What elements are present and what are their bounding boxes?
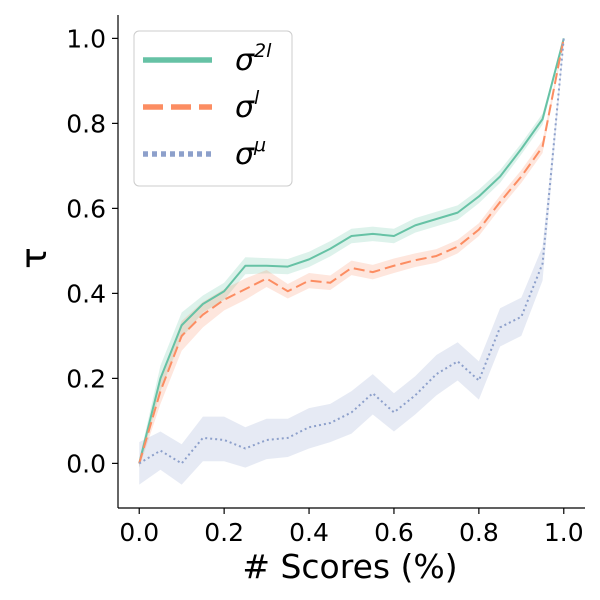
y-tick-label: 0.2 bbox=[66, 364, 106, 393]
y-tick-label: 0.0 bbox=[66, 449, 106, 478]
confidence-bands bbox=[139, 38, 564, 485]
confidence-band bbox=[139, 38, 564, 485]
y-tick-label: 0.8 bbox=[66, 109, 106, 138]
axes bbox=[117, 15, 585, 509]
x-tick-label: 0.2 bbox=[204, 518, 244, 547]
series-lines bbox=[138, 38, 565, 465]
legend-label: σμ bbox=[235, 134, 266, 172]
y-tick-label: 1.0 bbox=[66, 24, 106, 53]
y-tick-label: 0.6 bbox=[66, 194, 106, 223]
x-tick-label: 1.0 bbox=[544, 518, 584, 547]
y-tick-label: 0.4 bbox=[66, 279, 106, 308]
x-axis-ticks: 0.0 0.2 0.4 0.6 0.8 1.0 bbox=[119, 508, 584, 547]
legend-frame bbox=[133, 30, 293, 187]
x-tick-label: 0.4 bbox=[289, 518, 329, 547]
x-tick-label: 0.0 bbox=[119, 518, 159, 547]
legend-label: σ2l bbox=[235, 40, 272, 78]
x-tick-label: 0.8 bbox=[459, 518, 499, 547]
legend-label: σl bbox=[235, 87, 260, 125]
x-tick-label: 0.6 bbox=[374, 518, 414, 547]
y-axis-title: τ bbox=[14, 247, 55, 269]
series-line bbox=[138, 38, 565, 464]
legend: σ2l σl σμ bbox=[133, 30, 293, 187]
series-line bbox=[138, 38, 565, 465]
x-axis-title: # Scores (%) bbox=[242, 547, 457, 586]
y-axis-ticks: 0.0 0.2 0.4 0.6 0.8 1.0 bbox=[66, 24, 118, 478]
